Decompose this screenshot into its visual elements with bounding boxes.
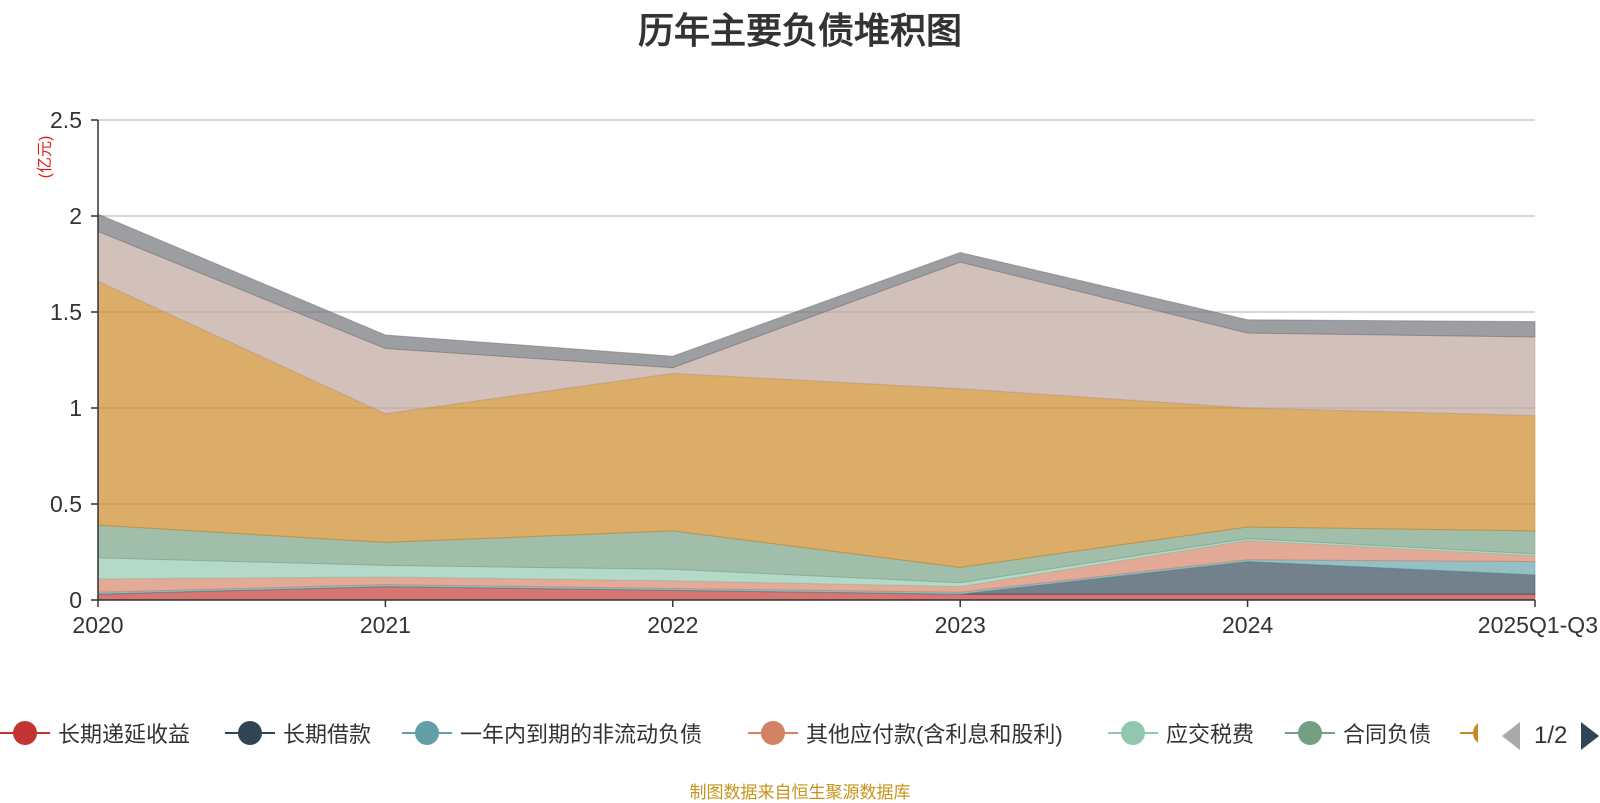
stacked-areas — [97, 213, 1536, 601]
legend-marker-icon — [748, 718, 798, 748]
x-tick-label: 2024 — [1222, 612, 1273, 638]
legend-item[interactable]: 一年内到期的非流动负债 — [402, 715, 702, 751]
legend-marker-icon — [1108, 718, 1158, 748]
legend-label: 应交税费 — [1166, 722, 1255, 747]
legend-item[interactable]: 长期借款 — [225, 715, 371, 751]
legend-marker-icon — [0, 718, 50, 748]
y-tick-label: 0 — [69, 587, 82, 613]
legend-marker-icon — [225, 718, 275, 748]
chart-title: 历年主要负债堆积图 — [637, 10, 962, 51]
legend-label: 合同负债 — [1343, 722, 1432, 747]
x-tick-label: 2022 — [647, 612, 698, 638]
x-tick-label: 2020 — [72, 612, 123, 638]
legend-label: 长期借款 — [283, 722, 372, 747]
y-tick-label: 2.5 — [50, 107, 82, 133]
legend-item[interactable]: 应交税费 — [1108, 715, 1254, 751]
legend-item[interactable]: 其他应付款(含利息和股利) — [748, 715, 1063, 751]
area-series-8 — [97, 213, 1536, 369]
legend-pager: 1/2 — [1500, 718, 1600, 754]
legend-marker-icon — [402, 718, 452, 748]
legend: 长期递延收益 长期借款 一年内到期的非流动负债 其他应付款(含利息和股利) 应交税费 合同… — [0, 715, 1478, 755]
legend-next-icon[interactable] — [1579, 720, 1600, 752]
x-tick-label: 2025Q1-Q3 — [1478, 612, 1598, 638]
y-tick-label: 0.5 — [50, 491, 82, 517]
x-tick-label: 2021 — [360, 612, 411, 638]
legend-page-indicator: 1/2 — [1534, 722, 1568, 749]
y-tick-label: 1 — [69, 395, 82, 421]
y-tick-label: 1.5 — [50, 299, 82, 325]
y-tick-label: 2 — [69, 203, 82, 229]
legend-item[interactable] — [1460, 715, 1478, 751]
axes: 0 0.5 1 1.5 2 2.5 2020 2021 2022 2023 2024 2025Q1-Q… — [50, 107, 1598, 638]
legend-marker-icon — [1285, 718, 1335, 748]
y-axis-unit-label: (亿元) — [37, 135, 54, 179]
legend-item[interactable]: 合同负债 — [1285, 715, 1431, 751]
legend-label: 一年内到期的非流动负债 — [460, 722, 703, 747]
legend-label: 其他应付款(含利息和股利) — [806, 722, 1063, 747]
source-note: 制图数据来自恒生聚源数据库 — [689, 783, 911, 802]
legend-marker-icon — [1460, 718, 1478, 748]
legend-label: 长期递延收益 — [58, 722, 191, 747]
legend-item[interactable]: 长期递延收益 — [0, 715, 190, 751]
x-tick-label: 2023 — [935, 612, 986, 638]
legend-prev-icon[interactable] — [1500, 720, 1522, 752]
